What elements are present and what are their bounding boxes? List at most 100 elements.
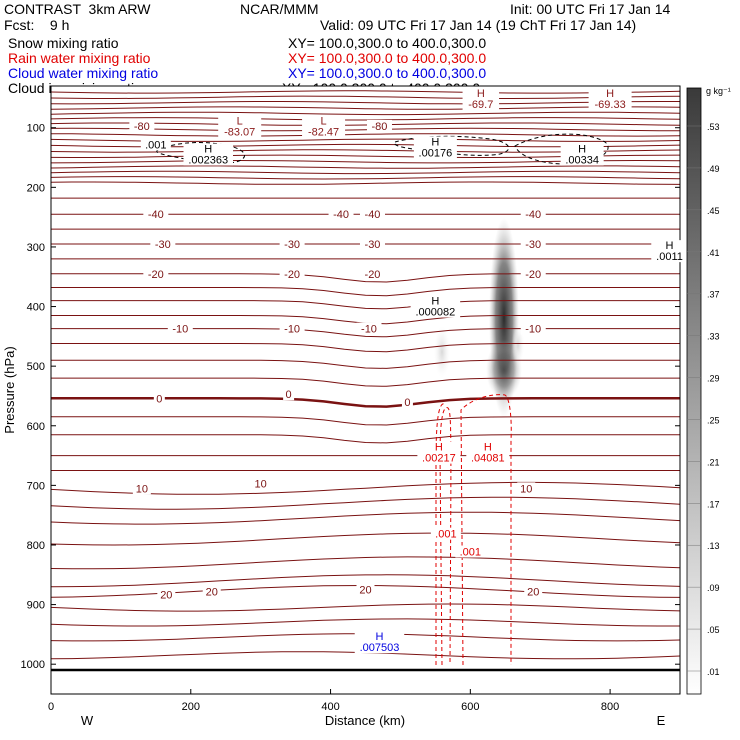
temperature-contour — [50, 111, 681, 116]
extremum-value: -69.33 — [595, 99, 626, 111]
extremum-value: .00334 — [565, 155, 599, 167]
x-tick-label: 400 — [321, 701, 339, 713]
temperature-contour — [50, 133, 681, 137]
colorbar-label: .21 — [707, 457, 720, 467]
extremum-value: -82.47 — [308, 127, 339, 139]
temperature-label: 10 — [520, 483, 532, 495]
field-label-cloud-water: Cloud water mixing ratio — [8, 65, 159, 81]
extrema-labels: L-83.07L-82.47H-69.7H-69.33H.002363H.001… — [183, 88, 688, 654]
temperature-label-bg — [150, 237, 176, 250]
temperature-label: -80 — [134, 121, 150, 133]
extremum-label-bg — [413, 136, 457, 159]
temperature-contour — [51, 300, 680, 310]
extremum-value: .0011 — [656, 251, 683, 263]
temperature-label: 20 — [206, 586, 218, 598]
temperature-contour — [51, 434, 680, 444]
valid-time: Valid: 09 UTC Fri 17 Jan 14 (19 ChT Fri … — [320, 17, 637, 33]
temperature-label: -20 — [365, 269, 381, 281]
temperature-label: 0 — [286, 389, 292, 401]
y-tick-label: 200 — [27, 182, 45, 194]
temperature-label: -30 — [284, 239, 300, 251]
temperature-label-bg — [356, 583, 375, 596]
colorbar-label: .13 — [707, 541, 720, 551]
temperature-label: 0 — [156, 393, 162, 405]
field-xy-snow: XY= 100.0,300.0 to 400.0,300.0 — [288, 35, 487, 51]
temperature-label-bg — [520, 237, 546, 250]
contour-value-bg — [140, 138, 171, 151]
extremum-label-bg — [218, 115, 262, 138]
temperature-label-bg — [251, 477, 270, 490]
x-tick-label: 200 — [182, 701, 200, 713]
contour-value-label: .001 — [460, 547, 481, 559]
temperature-label: 10 — [255, 479, 267, 491]
temperature-contour — [50, 122, 681, 126]
extremum-label-bg — [302, 115, 346, 138]
temperature-label: -20 — [284, 269, 300, 281]
temperature-label-bg — [283, 388, 295, 401]
field-xy-rain: XY= 100.0,300.0 to 400.0,300.0 — [288, 50, 487, 66]
temperature-label-bg — [401, 395, 413, 408]
temperature-label: -40 — [333, 209, 349, 221]
temperature-label-bg — [143, 267, 169, 280]
extremum-type: H — [431, 296, 439, 308]
extremum-value: .007503 — [360, 642, 400, 654]
east-label: E — [657, 713, 666, 728]
init-time: Init: 00 UTC Fri 17 Jan 14 — [510, 1, 671, 17]
y-tick-label: 700 — [27, 480, 45, 492]
colorbar-label: .09 — [707, 583, 720, 593]
temperature-contour — [51, 416, 680, 426]
temperature-label: -20 — [525, 269, 541, 281]
field-label-rain: Rain water mixing ratio — [8, 50, 151, 66]
temperature-contour — [50, 556, 681, 570]
colorbar-label: .41 — [707, 248, 720, 258]
contour-value-label: .001 — [435, 529, 456, 541]
y-axis-label: Pressure (hPa) — [2, 346, 17, 433]
temperature-contour — [50, 532, 681, 546]
x-axis-label: Distance (km) — [325, 713, 405, 728]
temperature-label-bg — [279, 237, 305, 250]
colorbar-label: .05 — [707, 625, 720, 635]
x-tick-label: 800 — [601, 701, 619, 713]
temperature-label: -40 — [148, 209, 164, 221]
field-xy-cloud-water: XY= 100.0,300.0 to 400.0,300.0 — [288, 65, 487, 81]
cloud-ice-contour-right — [514, 133, 609, 165]
temperature-contour — [51, 359, 680, 369]
temperature-label-bg — [359, 237, 385, 250]
field-label-snow: Snow mixing ratio — [8, 35, 119, 51]
contour-value-labels: .001 .001 .001 — [140, 138, 486, 559]
colorbar-label: .25 — [707, 415, 720, 425]
colorbar: g kg⁻¹ .01 .05 .09 .13 .17 .21 .25 .29 .33 .37 .41… — [686, 86, 731, 695]
temperature-label-bg — [202, 585, 221, 598]
y-tick-label: 500 — [27, 361, 45, 373]
temperature-label: -30 — [155, 239, 171, 251]
temperature-contour — [51, 287, 680, 297]
temperature-contour — [50, 95, 681, 99]
temperature-contour — [50, 176, 681, 180]
extremum-label-bg — [183, 143, 233, 166]
extremum-type: H — [606, 88, 614, 100]
rain-contour-right — [460, 394, 512, 666]
temperature-contour — [50, 90, 681, 94]
temperature-label-bg — [279, 322, 305, 335]
extremum-type: L — [321, 116, 327, 128]
temperature-label: 10 — [136, 483, 148, 495]
temperature-label: -80 — [372, 121, 388, 133]
colorbar-label: .37 — [707, 290, 720, 300]
extremum-label-bg — [410, 295, 461, 318]
temperature-label-bg — [356, 322, 382, 335]
temperature-label: 20 — [527, 586, 539, 598]
y-tick-label: 800 — [27, 540, 45, 552]
extremum-type: H — [435, 442, 443, 454]
y-tick-label: 300 — [27, 242, 45, 254]
y-tick-label: 900 — [27, 600, 45, 612]
temperature-label-bg — [153, 392, 165, 405]
extremum-label-bg — [651, 240, 688, 263]
west-label: W — [81, 713, 94, 728]
contour-value-bg — [455, 545, 486, 558]
extremum-type: H — [376, 631, 384, 643]
extremum-label-bg — [462, 88, 500, 111]
temperature-label: 20 — [359, 585, 371, 597]
rain-contour-inner-left — [439, 407, 452, 666]
extremum-value: .00217 — [422, 453, 456, 465]
x-tick-label: 600 — [461, 701, 479, 713]
